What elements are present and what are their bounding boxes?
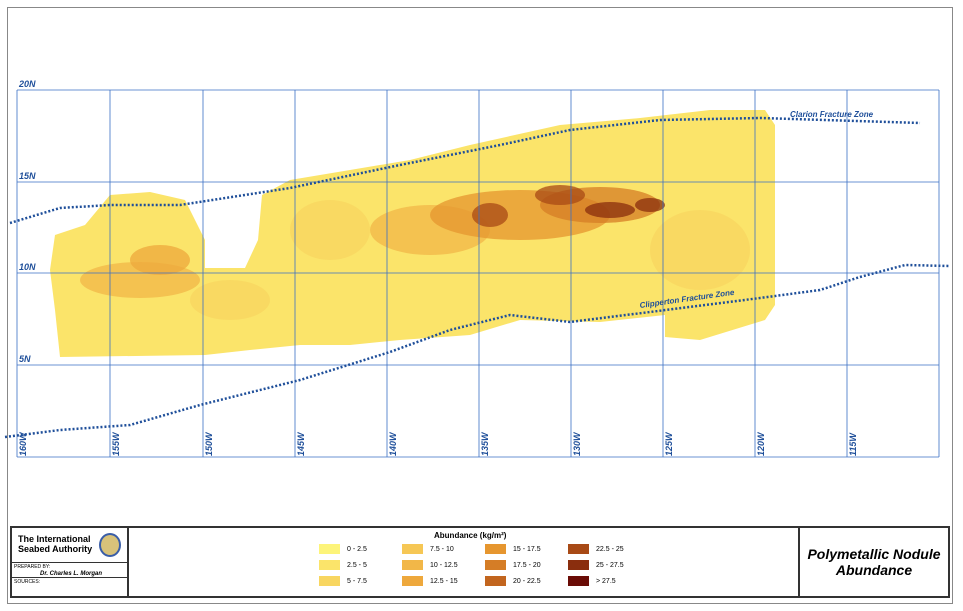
nodule-abundance-area xyxy=(50,110,775,357)
isa-seal-logo xyxy=(99,533,121,557)
legend-label: 0 - 2.5 xyxy=(347,545,367,553)
abundance-patch xyxy=(650,210,750,290)
authority-block: The International Seabed Authority PREPA… xyxy=(12,528,129,596)
legend-swatch xyxy=(568,560,589,570)
latitude-label: 15N xyxy=(19,171,36,181)
legend-label: > 27.5 xyxy=(596,577,616,585)
longitude-label: 125W xyxy=(664,431,674,456)
legend-swatch xyxy=(485,560,506,570)
abundance-patch xyxy=(130,245,190,275)
legend-title: Abundance (kg/m²) xyxy=(434,531,507,540)
legend-swatch xyxy=(485,576,506,586)
fracture-zones xyxy=(4,116,951,439)
legend-swatch xyxy=(402,544,423,554)
longitude-label: 155W xyxy=(111,431,121,456)
abundance-map: 20N 15N 10N 5N 160W 155W 150W 145W 140W 135W 130W 1… xyxy=(4,79,951,458)
legend-item: 22.5 - 25 xyxy=(568,544,624,554)
legend-swatch xyxy=(319,560,340,570)
longitude-label: 115W xyxy=(848,432,858,456)
abundance-patch xyxy=(635,198,665,212)
legend-swatch xyxy=(485,544,506,554)
longitude-label: 120W xyxy=(756,431,766,456)
legend-label: 17.5 - 20 xyxy=(513,561,541,569)
legend-swatch xyxy=(319,576,340,586)
longitude-label: 140W xyxy=(388,431,398,456)
abundance-patch xyxy=(535,185,585,205)
legend-item: 7.5 - 10 xyxy=(402,544,454,554)
map-footer: The International Seabed Authority PREPA… xyxy=(10,526,950,598)
prepared-by-name: Dr. Charles L. Morgan xyxy=(40,571,103,577)
longitude-label: 135W xyxy=(480,431,490,456)
legend-label: 22.5 - 25 xyxy=(596,545,624,553)
abundance-patch xyxy=(290,200,370,260)
legend-label: 10 - 12.5 xyxy=(430,561,458,569)
legend-item: 0 - 2.5 xyxy=(319,544,367,554)
map-frame xyxy=(7,7,953,604)
legend-label: 20 - 22.5 xyxy=(513,577,541,585)
prepared-by-label: PREPARED BY: xyxy=(12,562,127,571)
legend-swatch xyxy=(319,544,340,554)
longitude-label: 130W xyxy=(572,431,582,456)
legend-item: 17.5 - 20 xyxy=(485,560,541,570)
legend-swatch xyxy=(568,544,589,554)
legend-item: 5 - 7.5 xyxy=(319,576,367,586)
legend: Abundance (kg/m²) 0 - 2.5 2.5 - 5 5 - 7.5 7… xyxy=(129,528,798,596)
legend-item: > 27.5 xyxy=(568,576,616,586)
map-title: Polymetallic Nodule Abundance xyxy=(798,528,948,596)
longitude-label: 160W xyxy=(18,431,28,456)
clarion-zone-label: Clarion Fracture Zone xyxy=(790,110,874,119)
latitude-label: 10N xyxy=(19,262,36,272)
legend-item: 10 - 12.5 xyxy=(402,560,458,570)
longitude-label: 145W xyxy=(296,431,306,456)
legend-label: 25 - 27.5 xyxy=(596,561,624,569)
legend-item: 12.5 - 15 xyxy=(402,576,458,586)
legend-item: 25 - 27.5 xyxy=(568,560,624,570)
legend-label: 7.5 - 10 xyxy=(430,545,454,553)
lat-lon-grid xyxy=(16,89,940,458)
sources-label: SOURCES: xyxy=(12,577,127,586)
organization-name: The International Seabed Authority xyxy=(18,534,93,554)
longitude-label: 150W xyxy=(204,431,214,456)
legend-item: 20 - 22.5 xyxy=(485,576,541,586)
legend-label: 12.5 - 15 xyxy=(430,577,458,585)
abundance-patch xyxy=(190,280,270,320)
legend-item: 2.5 - 5 xyxy=(319,560,367,570)
legend-label: 2.5 - 5 xyxy=(347,561,367,569)
latitude-label: 20N xyxy=(18,79,36,89)
legend-swatch xyxy=(402,576,423,586)
legend-swatch xyxy=(402,560,423,570)
legend-item: 15 - 17.5 xyxy=(485,544,541,554)
legend-swatch xyxy=(568,576,589,586)
clipperton-zone-line xyxy=(4,263,951,439)
legend-label: 15 - 17.5 xyxy=(513,545,541,553)
clarion-zone-line xyxy=(9,116,921,225)
abundance-patch xyxy=(585,202,635,218)
legend-label: 5 - 7.5 xyxy=(347,577,367,585)
latitude-label: 5N xyxy=(19,354,31,364)
abundance-patch xyxy=(472,203,508,227)
